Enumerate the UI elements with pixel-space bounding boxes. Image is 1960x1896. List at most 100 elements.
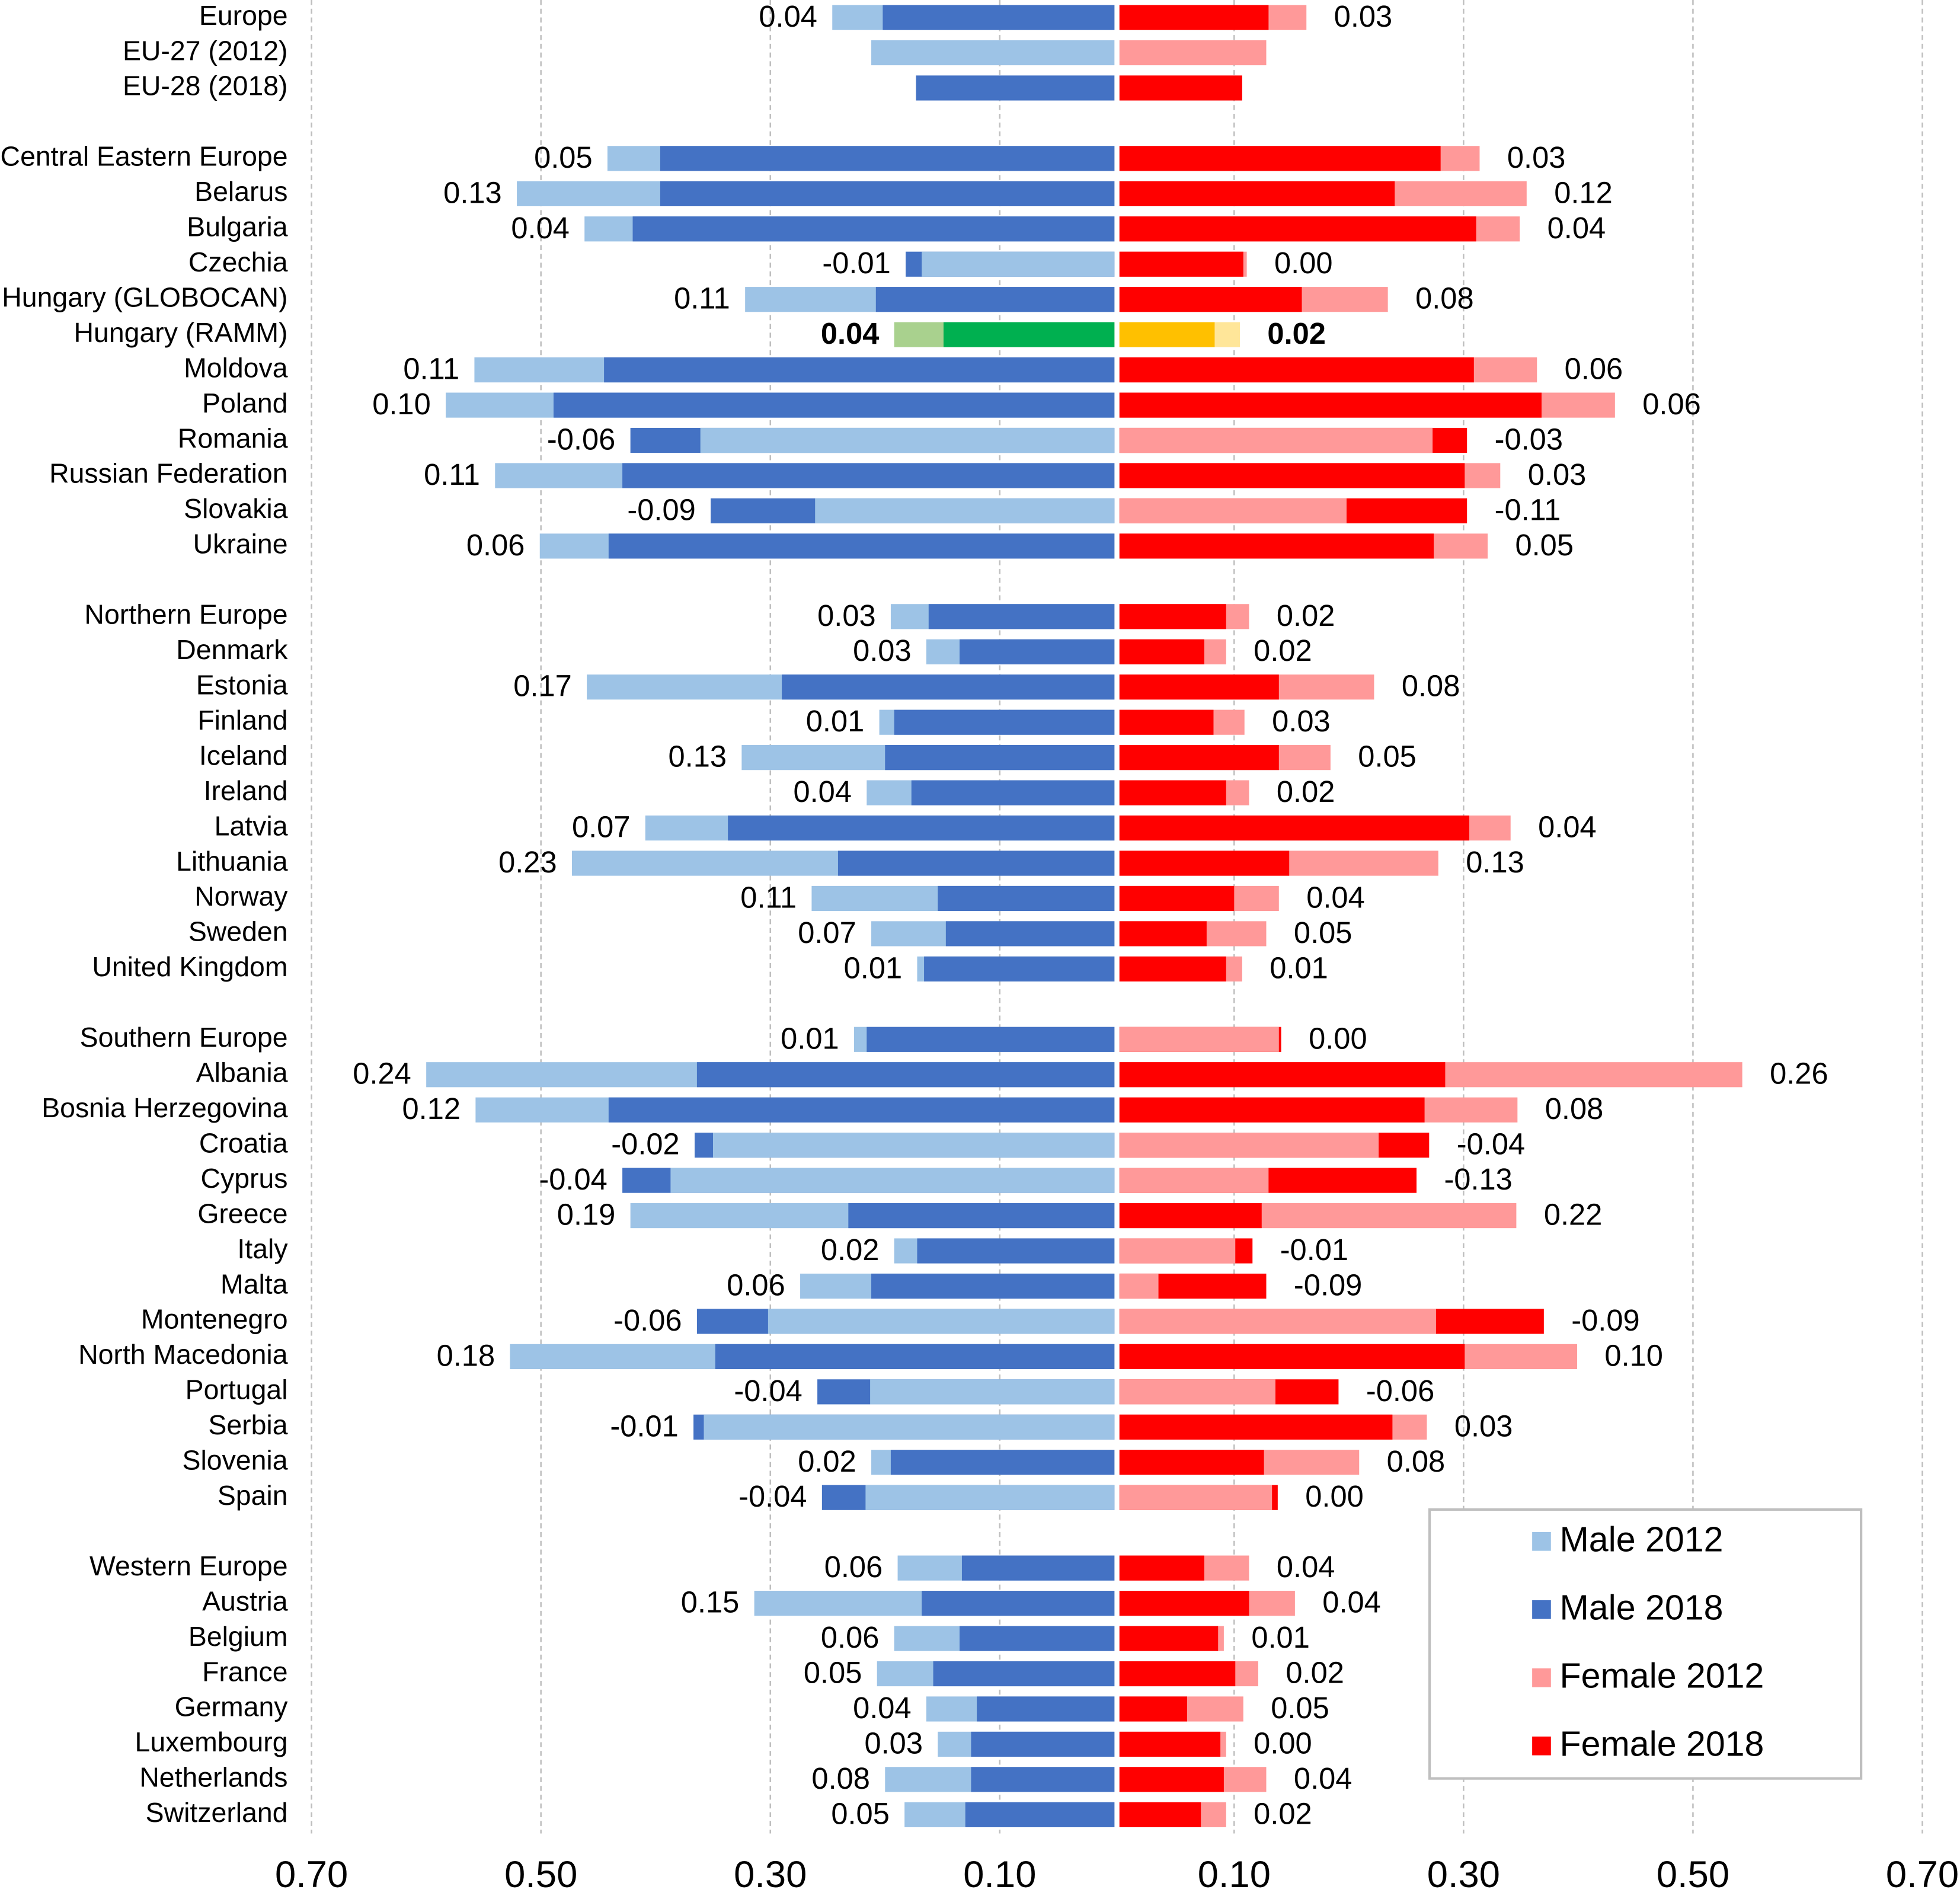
- data-label: -0.01: [610, 1409, 678, 1443]
- category-label: Latvia: [215, 810, 288, 841]
- data-label: 0.04: [1538, 810, 1597, 844]
- category-label: Bosnia Herzegovina: [41, 1092, 288, 1123]
- bar: [943, 322, 1115, 347]
- data-label: 0.02: [1277, 775, 1335, 808]
- bar: [1119, 1062, 1446, 1088]
- bar: [604, 357, 1115, 383]
- category-label: Norway: [194, 881, 288, 912]
- data-label: 0.03: [864, 1726, 923, 1760]
- data-label: -0.09: [1571, 1303, 1639, 1337]
- category-label: Denmark: [176, 634, 288, 665]
- category-label: Belgium: [188, 1621, 288, 1652]
- bar: [1119, 533, 1434, 559]
- bar: [890, 1450, 1115, 1475]
- data-label: 0.19: [557, 1198, 616, 1232]
- bar: [1119, 1555, 1204, 1581]
- data-label: 0.11: [403, 352, 459, 386]
- bar: [922, 1590, 1115, 1616]
- bar: [1119, 1133, 1379, 1158]
- data-label: 0.13: [669, 740, 727, 773]
- bar: [1119, 1696, 1187, 1722]
- bar: [1119, 639, 1204, 664]
- bar: [1119, 463, 1465, 488]
- category-label: Montenegro: [141, 1304, 288, 1335]
- data-label: -0.04: [539, 1162, 607, 1196]
- category-label: Ireland: [204, 775, 288, 806]
- category-label: Europe: [199, 0, 288, 31]
- bar: [1119, 1238, 1236, 1264]
- legend-swatch: [1532, 1531, 1551, 1551]
- bar: [922, 251, 1115, 277]
- data-label: 0.04: [759, 0, 817, 33]
- bar: [1119, 251, 1243, 277]
- data-label: 0.11: [740, 880, 797, 914]
- data-label: 0.03: [853, 634, 912, 667]
- data-label: 0.03: [817, 599, 876, 632]
- data-label: 0.04: [821, 316, 880, 350]
- x-tick-label: 0.70: [1886, 1854, 1959, 1895]
- category-label: Portugal: [186, 1374, 288, 1405]
- bar: [700, 427, 1115, 453]
- data-label: 0.06: [727, 1268, 785, 1302]
- data-label: -0.06: [613, 1303, 682, 1337]
- data-label: 0.17: [513, 669, 572, 703]
- category-label: Southern Europe: [80, 1022, 288, 1053]
- bar: [1119, 674, 1279, 700]
- bar: [1119, 1590, 1249, 1616]
- category-label: Luxembourg: [135, 1726, 288, 1757]
- category-label: France: [202, 1656, 287, 1687]
- data-label: -0.04: [734, 1374, 802, 1408]
- data-label: 0.13: [443, 175, 502, 209]
- bar: [1119, 216, 1476, 242]
- bar: [885, 745, 1115, 770]
- data-label: 0.22: [1544, 1198, 1603, 1232]
- category-label: North Macedonia: [78, 1339, 288, 1370]
- data-label: 0.04: [1277, 1550, 1335, 1584]
- data-label: 0.05: [1515, 528, 1574, 562]
- legend-label: Female 2018: [1560, 1724, 1764, 1763]
- bar: [870, 1379, 1115, 1405]
- data-label: 0.06: [1565, 352, 1623, 386]
- category-label: Cyprus: [201, 1163, 288, 1194]
- legend-box: [1428, 1508, 1863, 1780]
- bar: [971, 1767, 1115, 1792]
- bar: [728, 815, 1115, 841]
- bar: [1119, 1168, 1269, 1193]
- category-label: Estonia: [196, 669, 288, 700]
- data-label: -0.01: [1280, 1233, 1348, 1267]
- bar: [1119, 604, 1226, 629]
- data-label: 0.02: [1286, 1655, 1344, 1689]
- bar: [1119, 921, 1207, 947]
- data-label: 0.02: [1254, 634, 1312, 667]
- bar: [960, 1626, 1115, 1651]
- bar: [1119, 75, 1242, 101]
- data-label: 0.04: [793, 775, 852, 808]
- category-label: Croatia: [199, 1127, 288, 1158]
- category-label: Slovenia: [183, 1445, 288, 1476]
- bar: [1119, 885, 1235, 912]
- data-label: 0.05: [534, 140, 593, 174]
- bar: [1119, 851, 1290, 876]
- bar: [1119, 1485, 1272, 1510]
- data-label: 0.00: [1309, 1021, 1367, 1055]
- data-label: 0.00: [1274, 246, 1333, 280]
- category-label: Finland: [197, 705, 287, 736]
- data-label: 0.03: [1507, 140, 1566, 174]
- legend-label: Female 2012: [1560, 1656, 1764, 1695]
- data-label: -0.02: [611, 1127, 679, 1161]
- bar: [971, 1731, 1115, 1757]
- data-label: 0.04: [853, 1691, 912, 1725]
- category-label: EU-28 (2018): [123, 71, 288, 101]
- category-label: Hungary (RAMM): [74, 317, 288, 348]
- data-label: 0.26: [1770, 1057, 1828, 1091]
- bar: [553, 392, 1115, 418]
- data-label: 0.05: [1358, 740, 1417, 773]
- data-label: 0.01: [781, 1021, 839, 1055]
- bar: [696, 1062, 1115, 1088]
- bar: [875, 287, 1115, 312]
- bar: [670, 1168, 1115, 1193]
- x-tick-label: 0.70: [275, 1854, 348, 1895]
- bar: [1119, 815, 1470, 841]
- legend-label: Male 2012: [1560, 1520, 1724, 1559]
